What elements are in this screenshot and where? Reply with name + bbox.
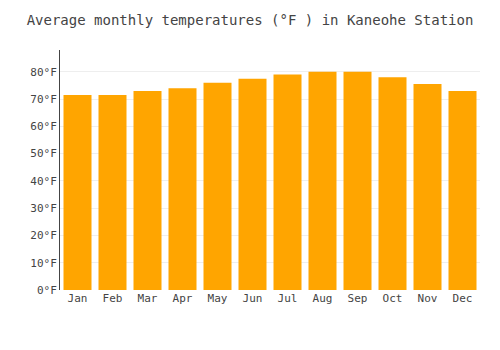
svg-text:Feb: Feb — [103, 292, 123, 305]
svg-text:May: May — [208, 292, 228, 305]
svg-text:Sep: Sep — [348, 292, 368, 305]
svg-text:0°F: 0°F — [37, 284, 57, 297]
svg-text:30°F: 30°F — [30, 202, 57, 215]
svg-text:Aug: Aug — [313, 292, 333, 305]
svg-text:50°F: 50°F — [30, 147, 57, 160]
svg-text:Jun: Jun — [243, 292, 263, 305]
svg-text:Jul: Jul — [278, 292, 298, 305]
svg-text:Apr: Apr — [173, 292, 193, 305]
svg-text:Jan: Jan — [68, 292, 88, 305]
svg-text:Mar: Mar — [138, 292, 158, 305]
svg-text:Oct: Oct — [383, 292, 403, 305]
svg-text:20°F: 20°F — [30, 229, 57, 242]
svg-text:10°F: 10°F — [30, 257, 57, 270]
svg-text:60°F: 60°F — [30, 120, 57, 133]
svg-text:Nov: Nov — [418, 292, 438, 305]
svg-text:70°F: 70°F — [30, 93, 57, 106]
svg-text:40°F: 40°F — [30, 175, 57, 188]
svg-text:Average monthly temperatures (: Average monthly temperatures (°F ) in Ka… — [27, 12, 474, 28]
svg-text:80°F: 80°F — [30, 66, 57, 79]
svg-text:Dec: Dec — [453, 292, 473, 305]
